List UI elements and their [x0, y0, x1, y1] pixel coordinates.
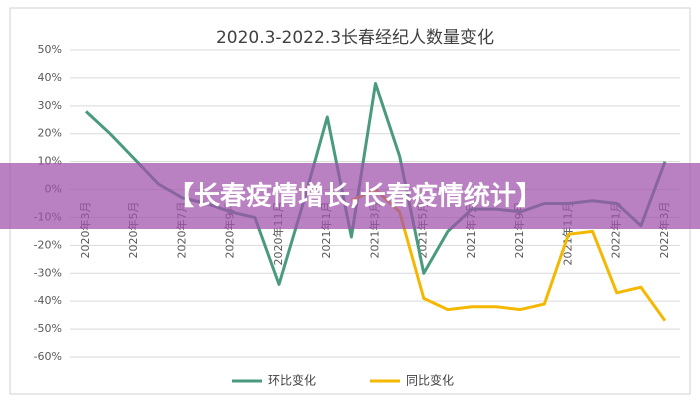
banner-band: [0, 163, 700, 229]
y-tick-label: 30%: [38, 99, 62, 112]
y-tick-label: -20%: [34, 238, 62, 251]
y-tick-label: -30%: [34, 266, 62, 279]
y-tick-label: 20%: [38, 127, 62, 140]
y-tick-label: 40%: [38, 71, 62, 84]
chart-title: 2020.3-2022.3长春经纪人数量变化: [216, 28, 494, 48]
y-tick-label: -60%: [34, 350, 62, 363]
y-tick-label: 50%: [38, 43, 62, 56]
y-tick-label: -50%: [34, 322, 62, 335]
legend-label: 环比变化: [268, 373, 316, 388]
banner-text: 【长春疫情增长,长春疫情统计】: [168, 181, 542, 212]
y-tick-label: -40%: [34, 294, 62, 307]
legend-label: 同比变化: [406, 373, 454, 388]
